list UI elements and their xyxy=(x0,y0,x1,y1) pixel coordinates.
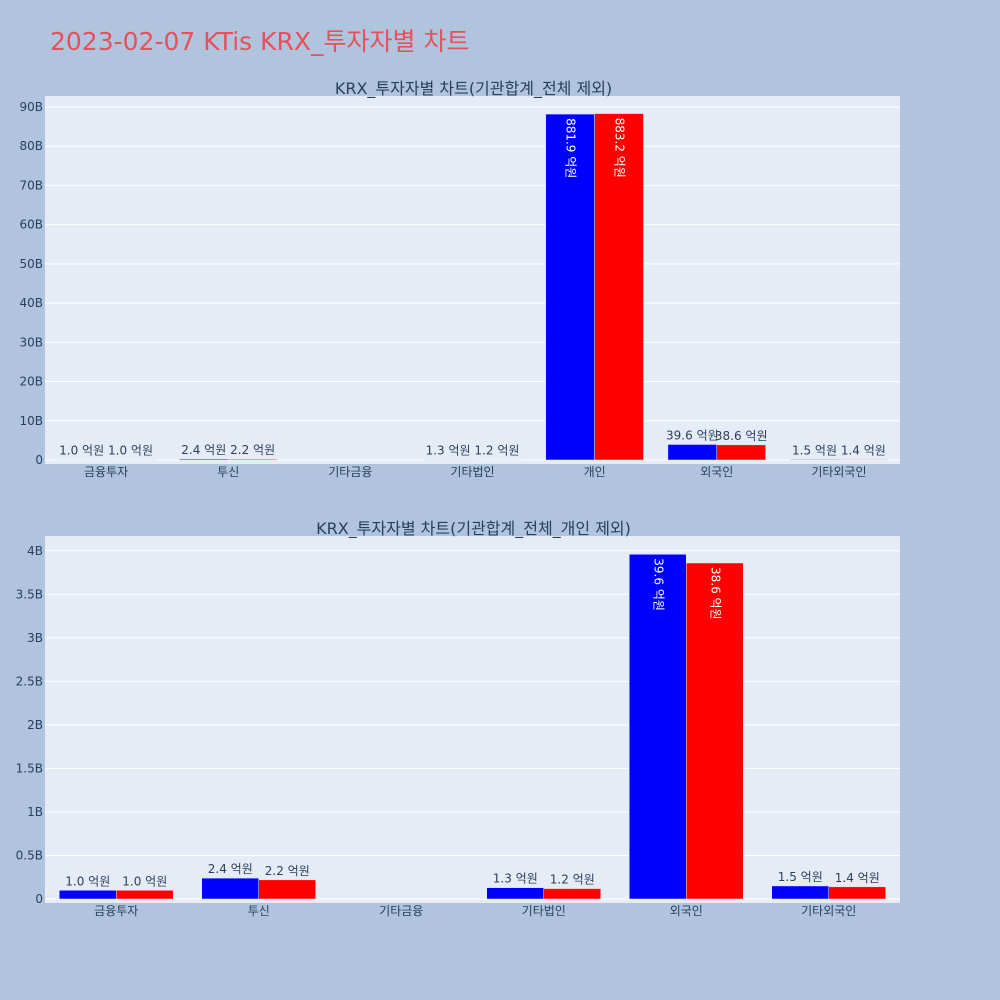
x-tick-label: 외국인 xyxy=(700,465,733,479)
x-tick-label: 기타법인 xyxy=(450,465,494,479)
bar xyxy=(686,562,744,900)
bar-data-label: 1.0 억원 xyxy=(108,444,153,458)
chart-2: 0 0.5B 1B 1.5B 2B 2.5B 3B 3.5B 4B KRX_투자자별 차트(기관합… xyxy=(16,519,900,918)
bar-data-label: 883.2 억원 xyxy=(613,118,627,178)
y-tick-label: 70B xyxy=(19,178,43,192)
bar-data-label: 1.4 억원 xyxy=(835,871,880,885)
y-tick-label: 0 xyxy=(35,892,43,906)
y-tick-label: 60B xyxy=(19,218,43,232)
y-tick-label: 10B xyxy=(19,414,43,428)
bar xyxy=(594,113,644,461)
bar-data-label: 1.5 억원 xyxy=(778,870,823,884)
y-tick-label: 4B xyxy=(27,544,43,558)
bar-data-label: 38.6 억원 xyxy=(715,429,768,443)
y-tick-label: 2B xyxy=(27,718,43,732)
x-tick-label: 금융투자 xyxy=(94,904,138,918)
bar-data-label: 1.2 억원 xyxy=(550,873,595,887)
plot-area xyxy=(45,96,900,464)
page-title: 2023-02-07 KTis KRX_투자자별 차트 xyxy=(50,27,470,56)
y-tick-label: 2.5B xyxy=(16,674,43,688)
bar xyxy=(258,879,316,900)
bar-data-label: 881.9 억원 xyxy=(564,118,578,178)
bar xyxy=(227,458,278,461)
bar-data-label: 1.0 억원 xyxy=(65,874,110,888)
plot-area xyxy=(45,536,900,903)
bar xyxy=(789,459,840,461)
bar xyxy=(667,444,718,461)
bar xyxy=(545,113,595,461)
bar-data-label: 2.2 억원 xyxy=(230,443,275,457)
y-tick-label: 3B xyxy=(27,631,43,645)
bar-data-label: 1.3 억원 xyxy=(426,443,471,457)
bar-data-label: 1.0 억원 xyxy=(59,444,104,458)
bar xyxy=(716,444,766,461)
bar xyxy=(486,887,544,900)
bar-data-label: 1.4 억원 xyxy=(841,443,886,457)
x-tick-label: 투신 xyxy=(217,465,239,479)
chart-title: KRX_투자자별 차트(기관합계_전체 제외) xyxy=(335,79,612,99)
x-tick-label: 기타금융 xyxy=(328,465,372,479)
x-tick-label: 금융투자 xyxy=(84,465,128,479)
bar-data-label: 39.6 억원 xyxy=(651,558,665,611)
y-tick-label: 90B xyxy=(19,100,43,114)
x-tick-label: 기타외국인 xyxy=(811,465,866,479)
y-tick-label: 20B xyxy=(19,375,43,389)
bar xyxy=(828,886,886,900)
x-tick-label: 기타외국인 xyxy=(801,904,856,918)
bar xyxy=(838,459,889,461)
bar-data-label: 1.5 억원 xyxy=(792,443,837,457)
y-tick-label: 0.5B xyxy=(16,848,43,862)
x-tick-label: 투신 xyxy=(248,904,270,918)
bar-data-label: 1.3 억원 xyxy=(493,872,538,886)
y-tick-label: 0 xyxy=(35,453,43,467)
bar-data-label: 2.4 억원 xyxy=(181,443,226,457)
bar xyxy=(59,890,117,900)
x-tick-label: 기타금융 xyxy=(379,904,423,918)
bar xyxy=(201,877,259,900)
y-tick-label: 30B xyxy=(19,335,43,349)
x-tick-label: 외국인 xyxy=(670,904,703,918)
y-tick-label: 50B xyxy=(19,257,43,271)
bar xyxy=(179,458,229,461)
y-tick-label: 3.5B xyxy=(16,587,43,601)
bar xyxy=(543,888,601,900)
bar xyxy=(771,885,829,900)
bar-data-label: 39.6 억원 xyxy=(666,428,719,442)
bar-data-label: 1.0 억원 xyxy=(122,874,167,888)
y-tick-label: 1B xyxy=(27,805,43,819)
bar-data-label: 38.6 억원 xyxy=(708,567,722,620)
bar-data-label: 1.2 억원 xyxy=(474,444,519,458)
y-tick-label: 80B xyxy=(19,139,43,153)
bar-data-label: 2.2 억원 xyxy=(265,864,310,878)
bar xyxy=(116,890,174,900)
bar xyxy=(423,459,473,461)
chart-1: 0 10B 20B 30B 40B 50B 60B 70B 80B 90B KRX_투자자별 차트(… xyxy=(19,79,900,479)
x-tick-label: 기타법인 xyxy=(522,904,566,918)
bar xyxy=(629,554,687,900)
bar-data-label: 2.4 억원 xyxy=(208,862,253,876)
y-tick-label: 40B xyxy=(19,296,43,310)
x-tick-label: 개인 xyxy=(584,465,606,479)
chart-title: KRX_투자자별 차트(기관합계_전체_개인 제외) xyxy=(316,519,631,539)
y-tick-label: 1.5B xyxy=(16,761,43,775)
